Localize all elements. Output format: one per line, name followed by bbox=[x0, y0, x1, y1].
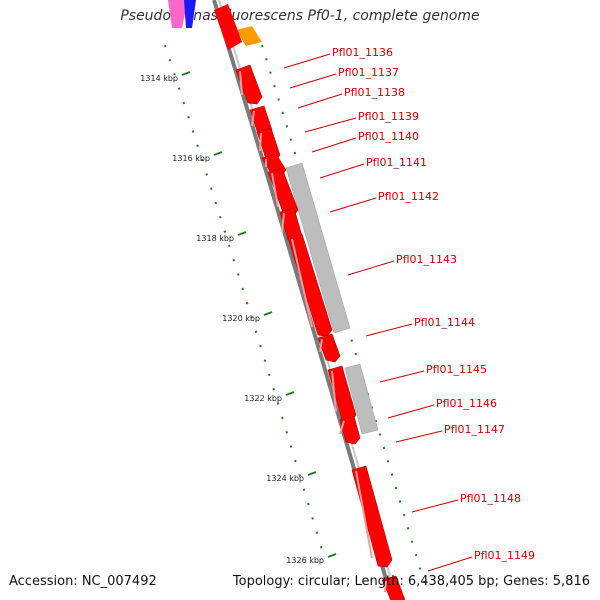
gene-label-leader bbox=[411, 499, 459, 513]
gene-label[interactable]: Pfl01_1149 bbox=[474, 549, 535, 562]
red-feature-top[interactable] bbox=[214, 4, 242, 50]
gene-arrow-highlight bbox=[319, 338, 323, 353]
gene-arrow-highlight bbox=[384, 580, 387, 593]
gene-label-leader bbox=[427, 556, 473, 572]
gene-label[interactable]: Pfl01_1142 bbox=[378, 190, 439, 203]
gene-label-leader bbox=[379, 370, 425, 383]
gene-label-leader bbox=[395, 430, 443, 443]
gene-label[interactable]: Pfl01_1143 bbox=[396, 253, 457, 266]
gene-label-leader bbox=[347, 260, 395, 276]
gene-arrow-highlight bbox=[291, 238, 313, 328]
gene-arrow[interactable] bbox=[235, 64, 263, 105]
scale-tick-mark bbox=[327, 553, 337, 558]
gene-label-leader bbox=[319, 163, 365, 179]
orange-feature[interactable] bbox=[236, 26, 262, 46]
blue-feature[interactable] bbox=[184, 0, 196, 28]
scale-tick-label: 1324 kbp bbox=[266, 474, 304, 483]
scale-tick-label: 1326 kbp bbox=[286, 556, 324, 565]
gene-label-leader bbox=[289, 73, 337, 89]
gene-label[interactable]: Pfl01_1148 bbox=[460, 492, 521, 505]
gene-arrow-highlight bbox=[239, 70, 243, 96]
gene-arrow[interactable] bbox=[351, 465, 393, 568]
scale-tick-label: 1322 kbp bbox=[244, 394, 282, 403]
gene-arrow-highlight bbox=[251, 110, 255, 127]
scale-tick-mark bbox=[307, 471, 317, 476]
gene-label-leader bbox=[387, 404, 435, 419]
gene-label[interactable]: Pfl01_1139 bbox=[358, 110, 419, 123]
scale-tick-mark bbox=[237, 231, 247, 236]
gene-label[interactable]: Pfl01_1145 bbox=[426, 363, 487, 376]
gene-label-leader bbox=[304, 117, 357, 133]
scale-tick-label: 1320 kbp bbox=[222, 314, 260, 323]
gene-arrow-highlight bbox=[259, 132, 262, 152]
scale-tick-mark bbox=[285, 391, 295, 396]
gene-label[interactable]: Pfl01_1138 bbox=[344, 86, 405, 99]
gene-arrow-highlight bbox=[281, 212, 285, 233]
gene-label-leader bbox=[297, 93, 343, 109]
gene-label-leader bbox=[365, 323, 413, 337]
scale-tick-label: 1314 kbp bbox=[140, 74, 178, 83]
gene-label[interactable]: Pfl01_1144 bbox=[414, 316, 475, 329]
gene-label[interactable]: Pfl01_1141 bbox=[366, 156, 427, 169]
accession-label: Accession: NC_007492 bbox=[9, 574, 157, 589]
gene-arrow-highlight bbox=[355, 470, 373, 559]
gene-arrow-highlight bbox=[339, 420, 345, 435]
pink-feature[interactable] bbox=[168, 0, 188, 28]
gene-arrow[interactable] bbox=[339, 415, 361, 445]
gene-label-leader bbox=[311, 137, 357, 153]
scale-tick-label: 1318 kbp bbox=[196, 234, 234, 243]
gene-label[interactable]: Pfl01_1136 bbox=[332, 46, 393, 59]
gene-label[interactable]: Pfl01_1140 bbox=[358, 130, 419, 143]
gene-label[interactable]: Pfl01_1147 bbox=[444, 423, 505, 436]
scale-tick-label: 1316 kbp bbox=[172, 154, 210, 163]
gene-label[interactable]: Pfl01_1146 bbox=[436, 397, 497, 410]
gene-arrow[interactable] bbox=[381, 575, 406, 600]
scale-tick-mark bbox=[263, 311, 273, 316]
gene-label[interactable]: Pfl01_1137 bbox=[338, 66, 399, 79]
scale-tick-mark bbox=[213, 151, 223, 156]
scale-tick-mark bbox=[181, 71, 191, 76]
gene-arrow-highlight bbox=[331, 370, 337, 413]
gene-arrow[interactable] bbox=[287, 233, 333, 337]
gene-label-leader bbox=[329, 197, 377, 213]
gene-label-leader bbox=[283, 53, 331, 69]
map-title: Pseudomonas fluorescens Pf0-1, complete … bbox=[120, 8, 480, 24]
gray-feature-block[interactable] bbox=[344, 363, 379, 435]
gray-feature-block[interactable] bbox=[285, 162, 351, 334]
gene-arrow-highlight bbox=[271, 172, 279, 208]
genome-stats-label: Topology: circular; Length: 6,438,405 bp… bbox=[232, 574, 590, 589]
gene-arrow[interactable] bbox=[317, 333, 341, 363]
